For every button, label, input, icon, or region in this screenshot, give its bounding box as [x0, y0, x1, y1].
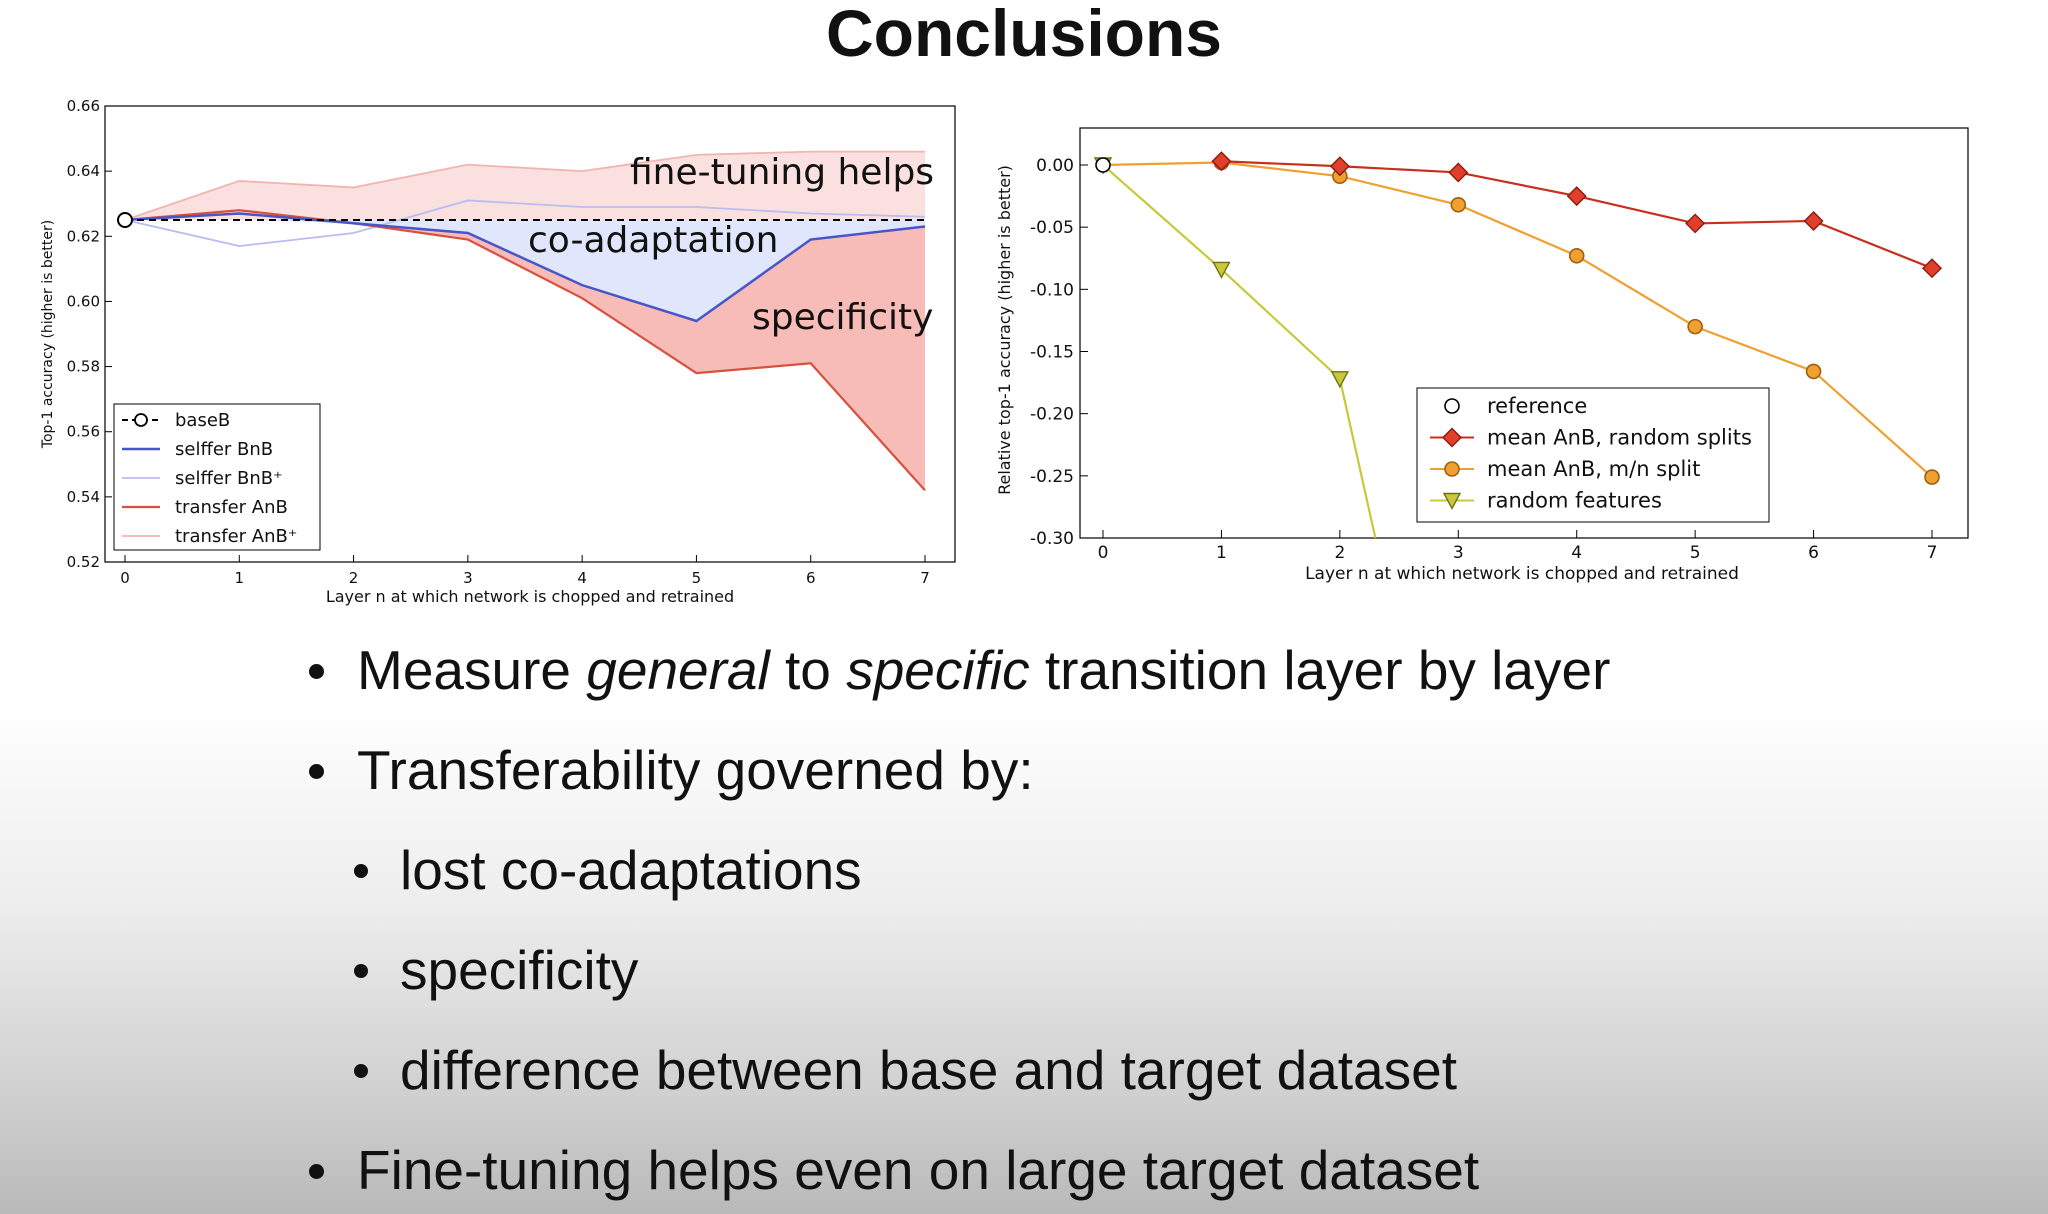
y-tick-label: -0.20: [1030, 405, 1074, 425]
data-point-mean-anb-random-splits: [1211, 151, 1232, 172]
data-point-mean-anb-random-splits: [1329, 156, 1350, 177]
x-tick-label: 3: [1453, 543, 1464, 563]
data-point-random-features: [1330, 371, 1350, 389]
series-line-selffer-bnb: [124, 212, 926, 323]
y-tick-label: 0.66: [67, 97, 100, 115]
left-chart: 0.52 0.54 0.56 0.58 0.60 0.62 0.64 0.66 0 1 2 3 4 5 6…: [40, 97, 956, 606]
bullet-text: specificity: [400, 939, 639, 1001]
right-legend: reference mean AnB, random splits mean AnB…: [1416, 387, 1770, 523]
x-tick-label: 6: [806, 569, 816, 587]
bullet-text: Fine-tuning helps even on large target d…: [357, 1139, 1480, 1201]
data-point-mean-anb-random-splits: [1685, 213, 1706, 234]
legend-label: transfer AnB: [175, 497, 288, 518]
x-tick-label: 5: [692, 569, 702, 587]
band-co-adaptation: [125, 220, 925, 321]
data-point-random-features: [1212, 261, 1231, 279]
right-x-axis-label: Layer n at which network is chopped and …: [1305, 564, 1739, 584]
band-specificity: [125, 213, 925, 491]
data-point-mean-anb-random-splits: [1448, 162, 1469, 183]
y-tick-label: -0.30: [1030, 529, 1074, 549]
x-tick-label: 3: [463, 569, 473, 587]
series-line-transfer-anb: [124, 209, 926, 492]
x-tick-label: 5: [1690, 543, 1701, 563]
x-tick-label: 0: [120, 569, 130, 587]
y-tick-label: 0.54: [67, 488, 100, 506]
x-tick-label: 6: [1808, 543, 1819, 563]
x-tick-label: 0: [1098, 543, 1109, 563]
data-point-reference: [1095, 157, 1111, 173]
y-tick-label: -0.05: [1030, 218, 1074, 238]
bullet-dot: [309, 764, 324, 779]
left-y-axis-label: Top-1 accuracy (higher is better): [40, 220, 56, 449]
legend-box: [1416, 387, 1770, 523]
data-point-mean-anb-random-splits: [1803, 210, 1824, 231]
bullet-dot: [354, 964, 368, 978]
data-point-mean-anb-m-n-split: [1687, 318, 1703, 335]
annotation-fine-tuning: fine-tuning helps: [630, 152, 934, 193]
x-tick-label: 7: [920, 569, 930, 587]
legend-label: transfer AnB⁺: [175, 526, 297, 547]
band-fine-tuning: [125, 151, 925, 220]
annotation-specificity: specificity: [752, 297, 933, 338]
data-point-mean-anb-random-splits: [1922, 258, 1942, 279]
bullet-text: Transferability governed by:: [357, 739, 1034, 801]
left-legend: baseB selffer BnB selffer BnB⁺ transfer AnB…: [113, 403, 321, 551]
slide-title: Conclusions: [825, 0, 1223, 70]
x-tick-label: 2: [349, 569, 359, 587]
bullet-dot: [354, 864, 368, 878]
y-tick-label: 0.58: [67, 358, 100, 376]
y-tick-label: 0.64: [67, 162, 100, 180]
y-tick-label: 0.62: [67, 227, 100, 245]
legend-label: baseB: [175, 410, 230, 431]
data-point-mean-anb-m-n-split: [1805, 363, 1822, 380]
legend-label: mean AnB, m/n split: [1487, 457, 1700, 481]
legend-marker: [1444, 398, 1460, 414]
data-point-mean-anb-m-n-split: [1568, 247, 1585, 264]
right-chart: 0.00 -0.05 -0.10 -0.15 -0.20 -0.25 -0.30 0 1 2 3 4…: [995, 127, 1969, 584]
x-tick-label: 4: [577, 569, 587, 587]
y-tick-label: -0.25: [1030, 467, 1074, 487]
y-tick-label: -0.10: [1030, 280, 1074, 300]
legend-marker: [1444, 461, 1460, 477]
left-x-axis-label: Layer n at which network is chopped and …: [326, 587, 734, 606]
legend-label: random features: [1487, 489, 1662, 513]
left-plot-area: 0.52 0.54 0.56 0.58 0.60 0.62 0.64 0.66 0 1 2 3 4 5 6…: [67, 97, 956, 587]
bullet-text: difference between base and target datas…: [400, 1039, 1457, 1101]
legend-marker: [1442, 427, 1462, 448]
y-tick-label: 0.00: [1036, 156, 1074, 176]
annotation-co-adaptation: co-adaptation: [528, 220, 778, 261]
y-tick-label: 0.56: [67, 423, 100, 441]
legend-label: mean AnB, random splits: [1487, 426, 1752, 450]
x-tick-label: 4: [1571, 543, 1582, 563]
legend-label: reference: [1487, 394, 1587, 418]
legend-label: selffer BnB⁺: [175, 468, 283, 489]
right-plot-area: 0.00 -0.05 -0.10 -0.15 -0.20 -0.25 -0.30 0 1 2 3 4…: [1030, 127, 1969, 563]
series-line-mean-anb-m-n-split: [1102, 161, 1933, 478]
x-tick-label: 2: [1334, 543, 1345, 563]
data-point-mean-anb-m-n-split: [1450, 196, 1467, 213]
bullet-dot: [309, 664, 324, 679]
legend-marker: [1442, 492, 1462, 510]
y-tick-label: 0.52: [67, 553, 100, 571]
data-point-baseb: [117, 212, 133, 228]
series-line-selffer-bnb: [124, 199, 926, 247]
data-point-mean-anb-random-splits: [1566, 186, 1587, 207]
legend-box: [113, 403, 321, 551]
bullet-text: Measure general to specific transition l…: [357, 639, 1611, 701]
x-tick-label: 1: [1216, 543, 1227, 563]
bullet-dot: [309, 1164, 324, 1179]
series-line-random-features: [1102, 164, 1377, 539]
bullet-dot: [354, 1064, 368, 1078]
y-tick-label: -0.15: [1030, 343, 1074, 363]
series-line-transfer-anb: [124, 150, 925, 221]
data-point-mean-anb-m-n-split: [1924, 469, 1940, 485]
right-y-axis-label: Relative top-1 accuracy (higher is bette…: [995, 165, 1014, 495]
bullet-text: lost co-adaptations: [400, 839, 862, 901]
legend-label: selffer BnB: [175, 439, 273, 460]
legend-marker: [134, 413, 148, 427]
y-tick-label: 0.60: [67, 292, 100, 310]
x-tick-label: 1: [235, 569, 245, 587]
x-tick-label: 7: [1927, 543, 1938, 563]
